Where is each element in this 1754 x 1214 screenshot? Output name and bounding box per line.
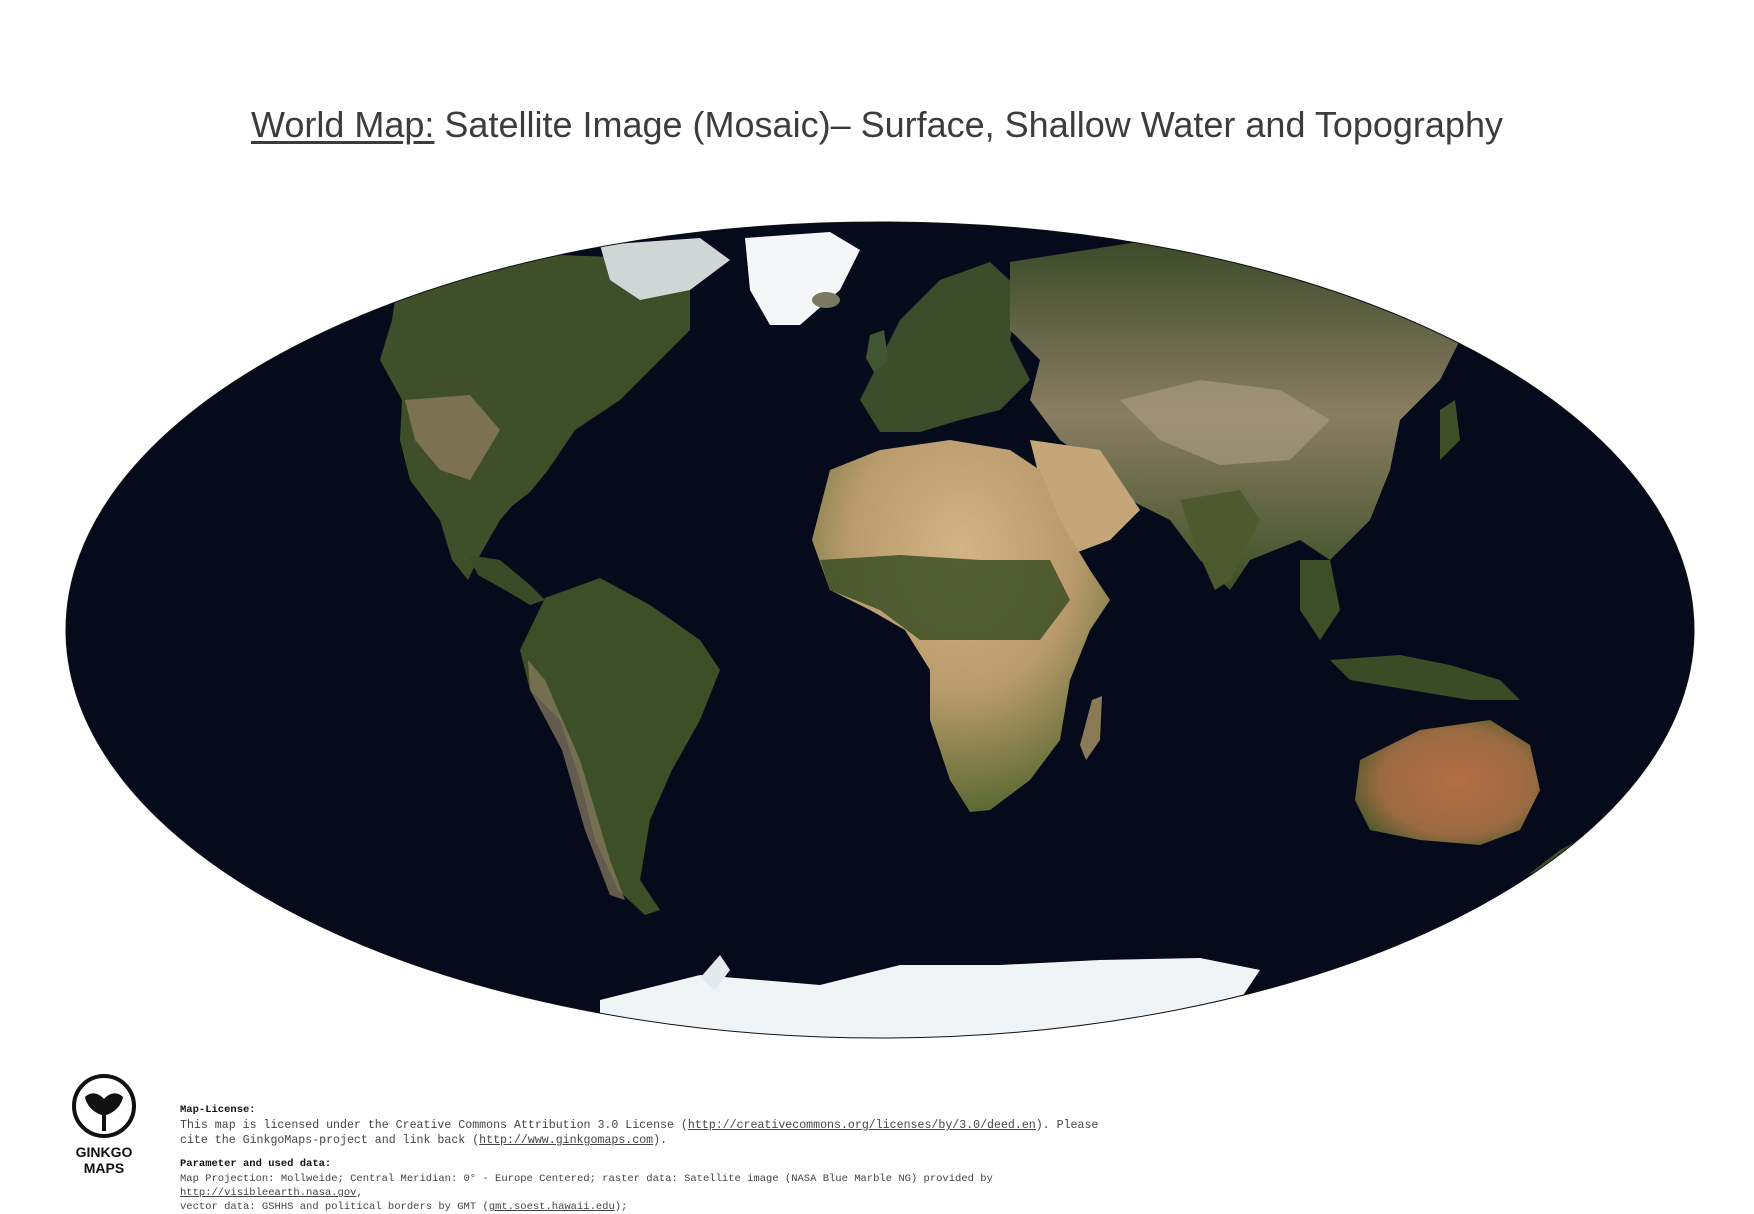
south-america — [520, 578, 720, 915]
vector-text-1: vector data: GSHHS and political borders… — [180, 1201, 489, 1213]
logo-text: GINKGO MAPS — [64, 1144, 144, 1176]
params-heading: Parameter and used data: — [180, 1158, 332, 1170]
greenland — [745, 232, 860, 325]
africa-rainforest — [820, 555, 1070, 640]
southeast-asia — [1300, 560, 1340, 640]
iceland — [812, 292, 840, 308]
license-text-1: This map is licensed under the Creative … — [180, 1119, 688, 1132]
map-title-lead: World Map: — [251, 104, 435, 145]
params-text-1: Map Projection: Mollweide; Central Merid… — [180, 1173, 993, 1185]
north-america-southwest — [405, 395, 500, 480]
vector-line: vector data: GSHHS and political borders… — [180, 1200, 1160, 1214]
cite-line: cite the GinkgoMaps-project and link bac… — [180, 1133, 1160, 1148]
antarctic-peninsula — [700, 955, 730, 990]
params-text-2: , — [356, 1187, 363, 1199]
params-line: Map Projection: Mollweide; Central Merid… — [180, 1172, 1160, 1200]
logo-line-2: MAPS — [83, 1160, 125, 1176]
central-america — [468, 555, 545, 605]
gmt-link[interactable]: gmt.soest.hawaii.edu — [488, 1201, 615, 1213]
europe — [860, 262, 1030, 432]
license-line: This map is licensed under the Creative … — [180, 1118, 1160, 1133]
map-outline — [65, 221, 1695, 1039]
license-heading: Map-License: — [180, 1104, 256, 1116]
ginkgo-leaf-icon — [72, 1074, 136, 1138]
ginkgomaps-link[interactable]: http://www.ginkgomaps.com — [479, 1134, 654, 1147]
new-zealand — [1528, 842, 1575, 875]
map-title: World Map: Satellite Image (Mosaic)– Sur… — [0, 104, 1754, 146]
india — [1180, 490, 1260, 590]
arctic-islands — [600, 238, 730, 300]
north-america — [380, 255, 690, 580]
license-link[interactable]: http://creativecommons.org/licenses/by/3… — [687, 1119, 1036, 1132]
madagascar — [1080, 696, 1102, 760]
indonesia — [1330, 655, 1520, 700]
logo-line-1: GINKGO — [75, 1144, 133, 1160]
andes — [528, 660, 625, 900]
license-text-2: ). Please — [1035, 1119, 1099, 1132]
vector-text-2: ); — [614, 1201, 628, 1213]
nasa-link[interactable]: http://visibleearth.nasa.gov — [180, 1187, 357, 1199]
cite-text-1: cite the GinkgoMaps-project and link bac… — [180, 1134, 480, 1147]
ginkgo-maps-logo[interactable]: GINKGO MAPS — [68, 1073, 140, 1176]
cite-text-2: ). — [653, 1134, 668, 1147]
map-footer: Map-License: This map is licensed under … — [180, 1103, 1160, 1214]
map-title-rest: Satellite Image (Mosaic)– Surface, Shall… — [434, 104, 1503, 145]
britain — [866, 330, 888, 372]
japan — [1440, 400, 1460, 460]
australia — [1355, 720, 1540, 845]
central-asia-plateau — [1120, 380, 1330, 465]
